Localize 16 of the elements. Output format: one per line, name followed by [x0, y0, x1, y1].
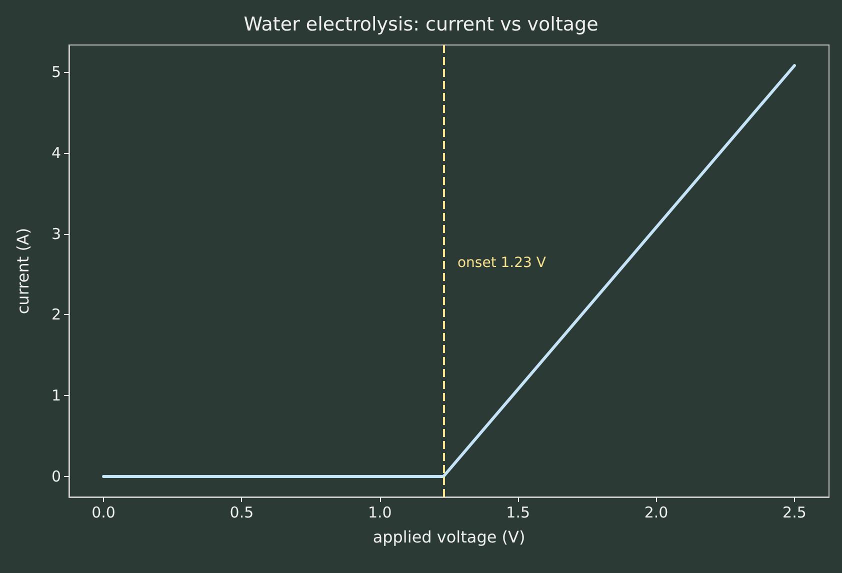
- y-tick-label: 2: [51, 306, 61, 324]
- y-tick-label: 3: [51, 224, 61, 243]
- x-tick-label: 1.5: [506, 504, 530, 522]
- x-tick-label: 0.5: [230, 504, 254, 522]
- y-axis-title: current (A): [14, 228, 32, 314]
- x-tick-label: 2.5: [782, 504, 806, 522]
- y-tick-label: 0: [51, 467, 61, 486]
- x-tick-label: 0.0: [92, 504, 116, 522]
- ref-line-label: onset 1.23 V: [457, 255, 546, 271]
- x-tick-label: 2.0: [644, 504, 668, 522]
- chart-title: Water electrolysis: current vs voltage: [244, 14, 598, 36]
- x-tick-label: 1.0: [368, 504, 392, 522]
- y-tick-label: 1: [51, 386, 61, 405]
- x-axis-title: applied voltage (V): [372, 528, 526, 546]
- y-tick-label: 5: [51, 63, 61, 82]
- y-tick-label: 4: [51, 144, 61, 162]
